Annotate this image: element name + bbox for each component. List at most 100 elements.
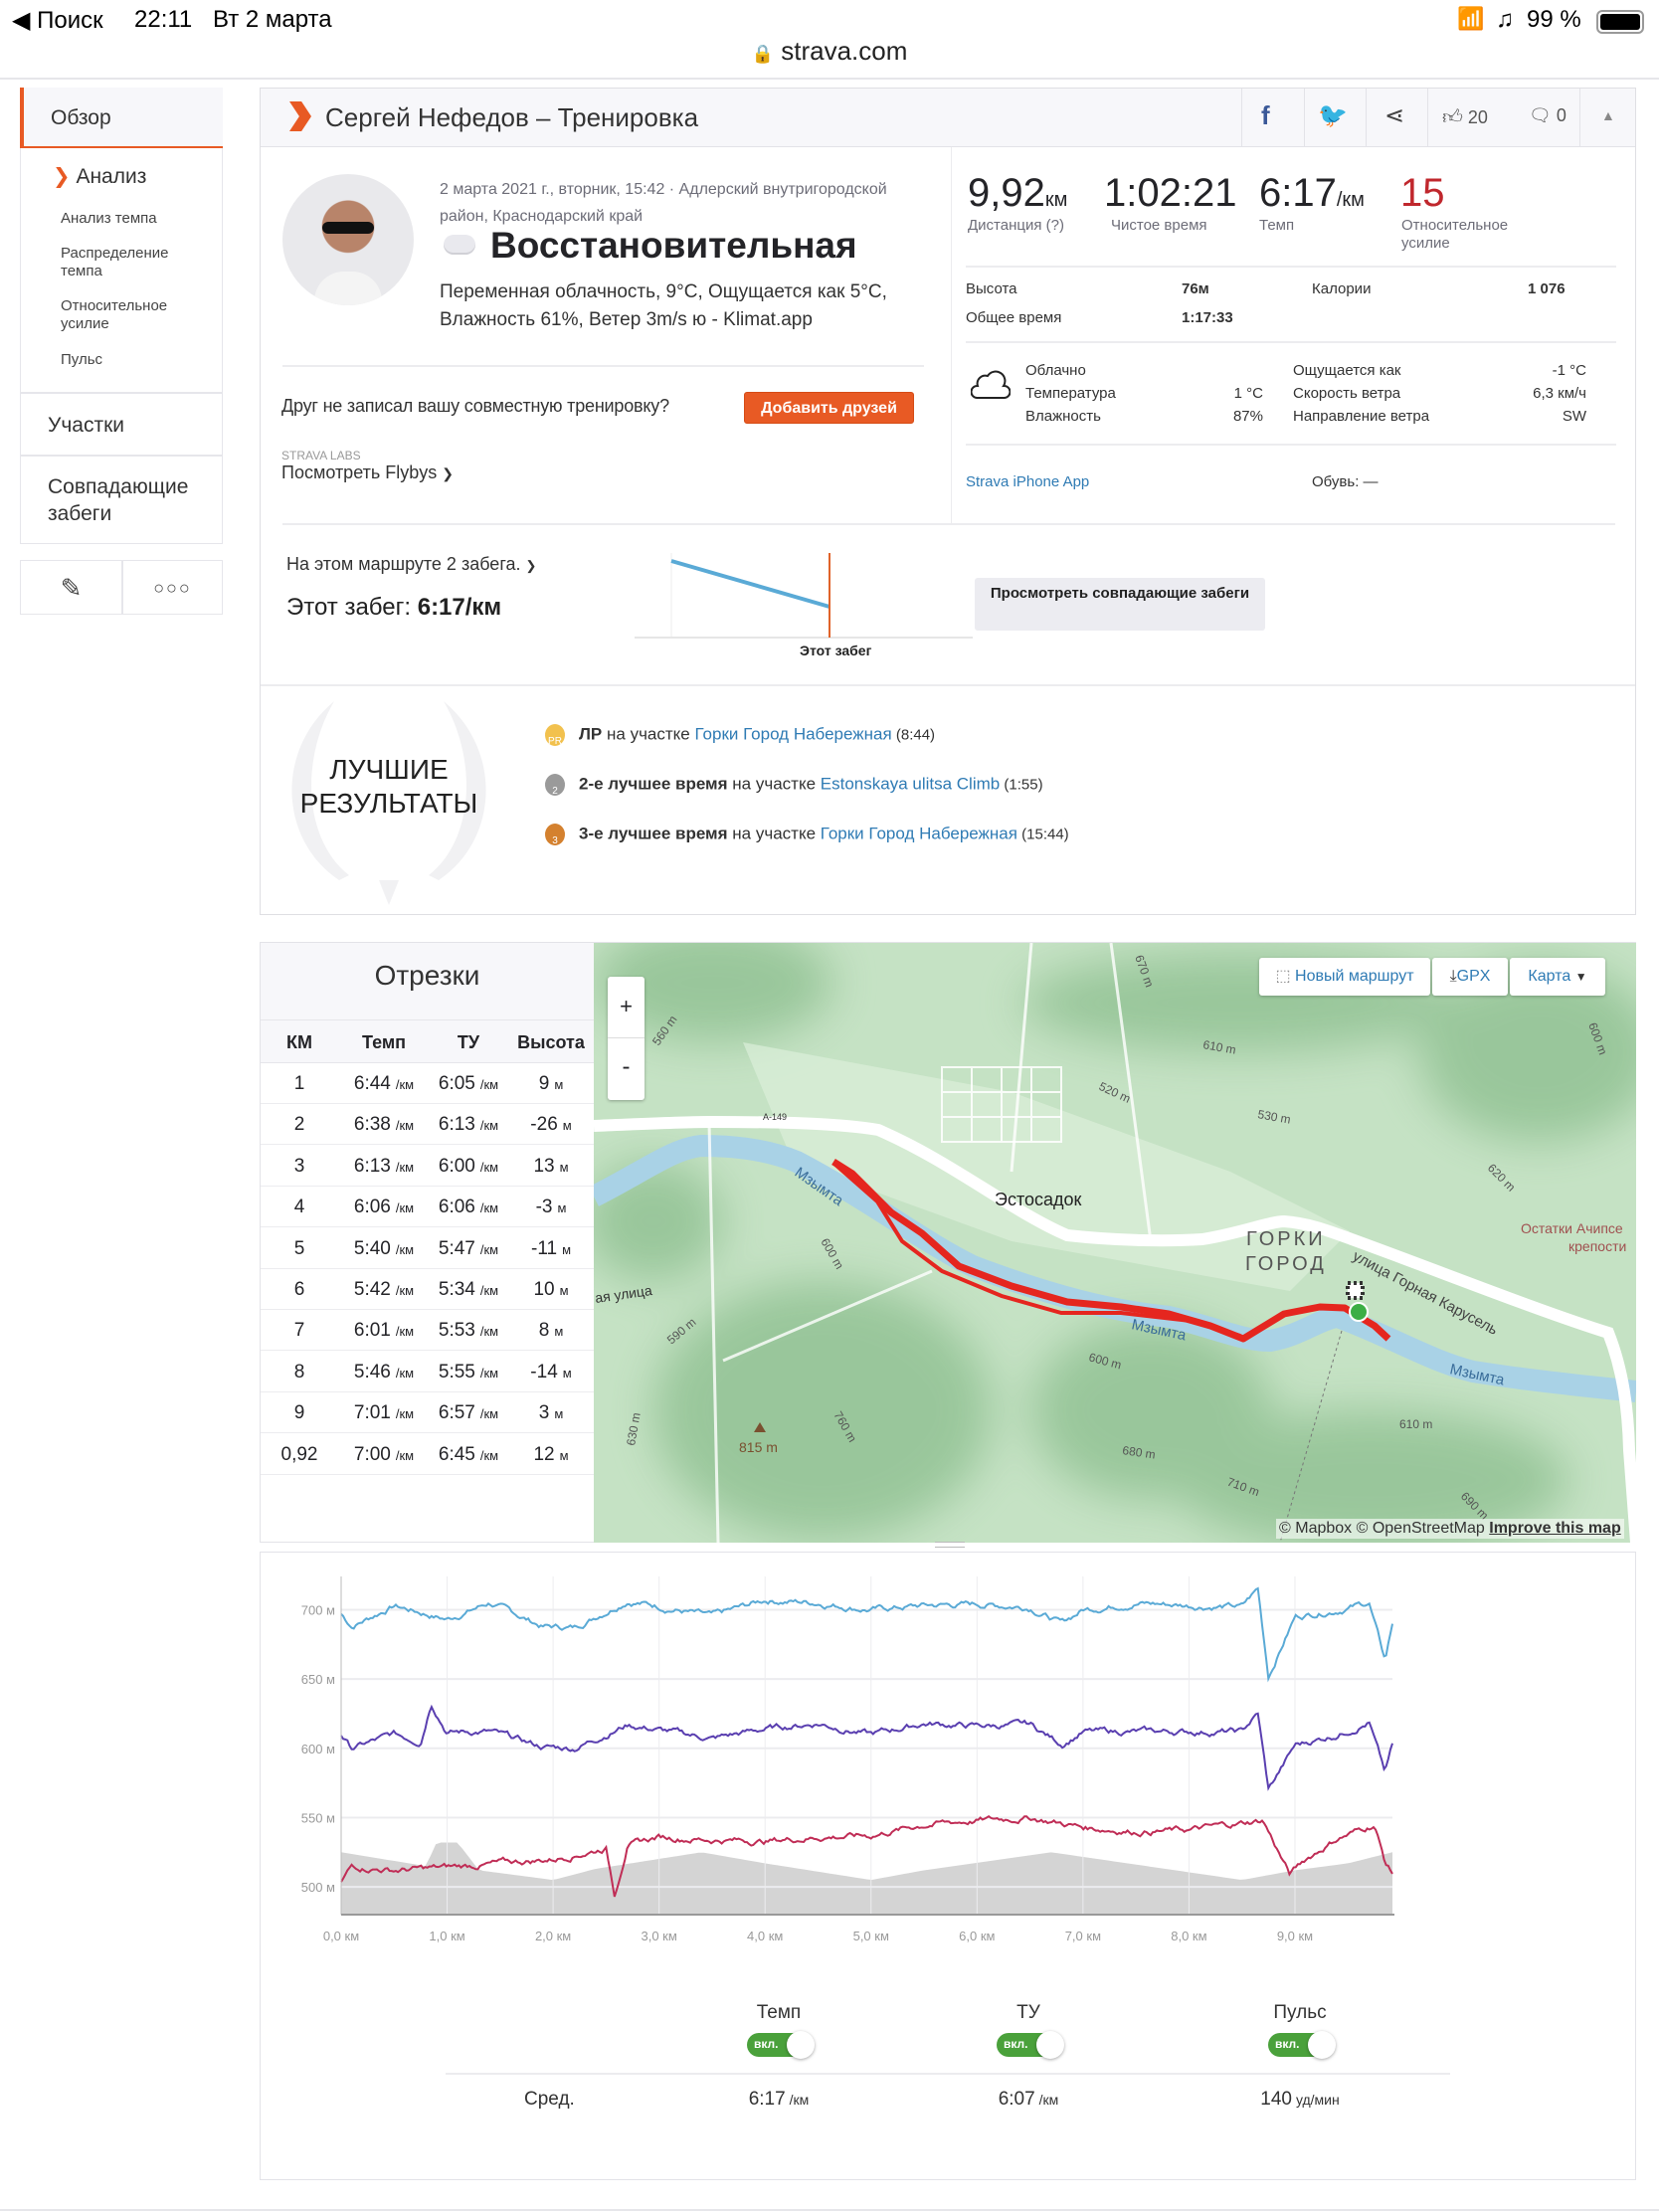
map-type-dropdown[interactable]: Карта ▼	[1510, 958, 1605, 996]
toggle-on-label: вкл.	[754, 2037, 779, 2051]
y-tick-label: 650 м	[301, 1672, 335, 1687]
this-run-label: Этот забег:	[286, 594, 418, 621]
friend-prompt: Друг не записал вашу совместную трениров…	[281, 396, 669, 416]
add-friends-button[interactable]: Добавить друзей	[744, 392, 914, 424]
best-result-item: 3 3-е лучшее время на участке Горки Город…	[545, 824, 1069, 846]
split-unit: /км	[479, 1159, 499, 1175]
on-segment-text: на участке	[602, 724, 695, 744]
sidebar-item-relative-effort[interactable]: Относительное усилие	[61, 297, 168, 332]
sidebar-item-heart-rate[interactable]: Пульс	[61, 351, 103, 368]
series-toggle[interactable]: вкл.	[747, 2031, 815, 2059]
medal-badge-text: 2	[552, 786, 558, 797]
split-gap: 6:05/км	[439, 1073, 498, 1095]
split-value: 6:13	[353, 1155, 391, 1177]
caret-down-icon: ▼	[1574, 970, 1587, 984]
activity-card	[260, 88, 1636, 915]
more-button[interactable]: ○○○	[122, 560, 223, 615]
segment-link[interactable]: Estonskaya ulitsa Climb	[820, 774, 1001, 794]
split-gap: 5:55/км	[439, 1362, 498, 1383]
medal-badge-text: 3	[552, 835, 558, 846]
kudos-count: 20	[1467, 107, 1488, 127]
map-label: ГОРОД	[1245, 1253, 1327, 1275]
split-unit: м	[557, 1200, 567, 1216]
x-tick-label: 2,0 км	[535, 1929, 571, 1943]
improve-map-link[interactable]: Improve this map	[1489, 1520, 1621, 1537]
cloud-outline-icon	[971, 370, 1011, 399]
edit-button[interactable]: ✎	[20, 560, 122, 615]
split-value: 6:06	[353, 1197, 391, 1218]
on-segment-text: на участке	[727, 774, 821, 794]
segment-link[interactable]: Горки Город Набережная	[694, 724, 892, 744]
split-pace: 6:44/км	[354, 1073, 414, 1095]
device-link[interactable]: Strava iPhone App	[966, 473, 1090, 490]
split-row: 0,92 7:00/км 6:45/км 12 м	[261, 1434, 594, 1475]
sidebar-item-overview[interactable]: Обзор	[20, 88, 223, 148]
distance-help-link[interactable]: Дистанция (?)	[968, 217, 1064, 234]
chevron-right-icon: ❯	[525, 558, 537, 573]
split-unit: /км	[395, 1365, 415, 1381]
split-value: 9	[538, 1073, 550, 1094]
comments-button[interactable]: 🗨︎ 0	[1529, 105, 1567, 126]
series-toggle[interactable]: вкл.	[997, 2031, 1064, 2059]
split-gap: 6:57/км	[439, 1402, 498, 1424]
split-value: 8	[538, 1320, 550, 1342]
gpx-download-button[interactable]: ⤓GPX	[1432, 958, 1508, 996]
split-elevation: -26 м	[530, 1114, 571, 1136]
medal-icon: PR	[545, 724, 565, 747]
split-km: 1	[294, 1073, 305, 1095]
mini-chart-pace-line	[670, 559, 830, 609]
split-value: 7:00	[353, 1443, 391, 1465]
segment-link[interactable]: Горки Город Набережная	[820, 824, 1017, 843]
twitter-share-icon[interactable]: 🐦	[1318, 102, 1348, 129]
average-number: 140	[1260, 2089, 1292, 2110]
average-unit: /км	[789, 2092, 810, 2108]
split-km: 5	[294, 1238, 305, 1260]
sidebar-item-analysis[interactable]: ❯ Анализ	[53, 164, 146, 189]
humidity-label: Влажность	[1025, 408, 1101, 425]
series-toggle[interactable]: вкл.	[1268, 2031, 1336, 2059]
activity-route-line-lap	[833, 1163, 1241, 1338]
back-to-search[interactable]: ◀ Поиск	[12, 7, 103, 34]
view-matched-runs-button[interactable]: Просмотреть совпадающие забеги	[975, 578, 1265, 631]
share-icon[interactable]: ⋖	[1384, 102, 1405, 129]
segment-time: (1:55)	[1000, 776, 1043, 794]
sidebar-item-matched[interactable]: Совпадающие забеги	[20, 456, 223, 544]
zoom-in-button[interactable]: +	[608, 977, 645, 1038]
pace-hr-elevation-chart[interactable]: 0,0 км 1,0 км 2,0 км 3,0 км 4,0 км 5,0 км 6,0 …	[261, 1554, 1414, 1951]
y-tick-label: 700 м	[301, 1602, 335, 1617]
split-km: 6	[294, 1279, 305, 1301]
splits-title: Отрезки	[261, 943, 594, 1019]
facebook-share-icon[interactable]: f	[1261, 100, 1270, 130]
split-gap: 6:06/км	[439, 1197, 498, 1218]
calories-label: Калории	[1312, 280, 1372, 297]
split-row: 6 5:42/км 5:34/км 10 м	[261, 1269, 594, 1310]
route-count: На этом маршруте 2 забега.	[286, 554, 521, 574]
x-tick-label: 3,0 км	[642, 1929, 677, 1943]
address-bar[interactable]: 🔒 strava.com	[0, 36, 1659, 67]
split-unit: /км	[479, 1283, 499, 1298]
route-count-link[interactable]: На этом маршруте 2 забега. ❯	[286, 554, 536, 575]
average-number: 6:17	[748, 2089, 786, 2110]
athlete-avatar[interactable]	[282, 174, 414, 305]
sidebar-item-segments[interactable]: Участки	[20, 393, 223, 456]
sidebar-item-pace-distribution[interactable]: Распределение темпа	[61, 245, 169, 279]
zoom-out-button[interactable]: -	[622, 1053, 631, 1080]
y-tick-label: 600 м	[301, 1742, 335, 1756]
resize-handle[interactable]	[935, 1542, 965, 1548]
toggle-knob	[1308, 2031, 1336, 2059]
flybys-link[interactable]: Посмотреть Flybys ❯	[281, 462, 454, 483]
sidebar-item-pace-analysis[interactable]: Анализ темпа	[61, 210, 157, 227]
collapse-caret-icon[interactable]: ▲	[1601, 107, 1615, 123]
split-value: 8	[293, 1361, 305, 1382]
new-route-button[interactable]: ⬚ Новый маршрут	[1259, 958, 1430, 996]
split-unit: /км	[479, 1077, 499, 1092]
split-unit: /км	[479, 1406, 499, 1422]
split-row: 1 6:44/км 6:05/км 9 м	[261, 1063, 594, 1104]
kudos-button[interactable]: 👍︎ 20	[1442, 105, 1488, 129]
split-unit: /км	[395, 1241, 415, 1257]
thumbs-up-icon: 👍︎	[1442, 106, 1463, 128]
divider	[966, 341, 1616, 343]
activity-name: Восстановительная	[490, 225, 857, 266]
chevron-right-icon: ❯	[442, 465, 454, 481]
